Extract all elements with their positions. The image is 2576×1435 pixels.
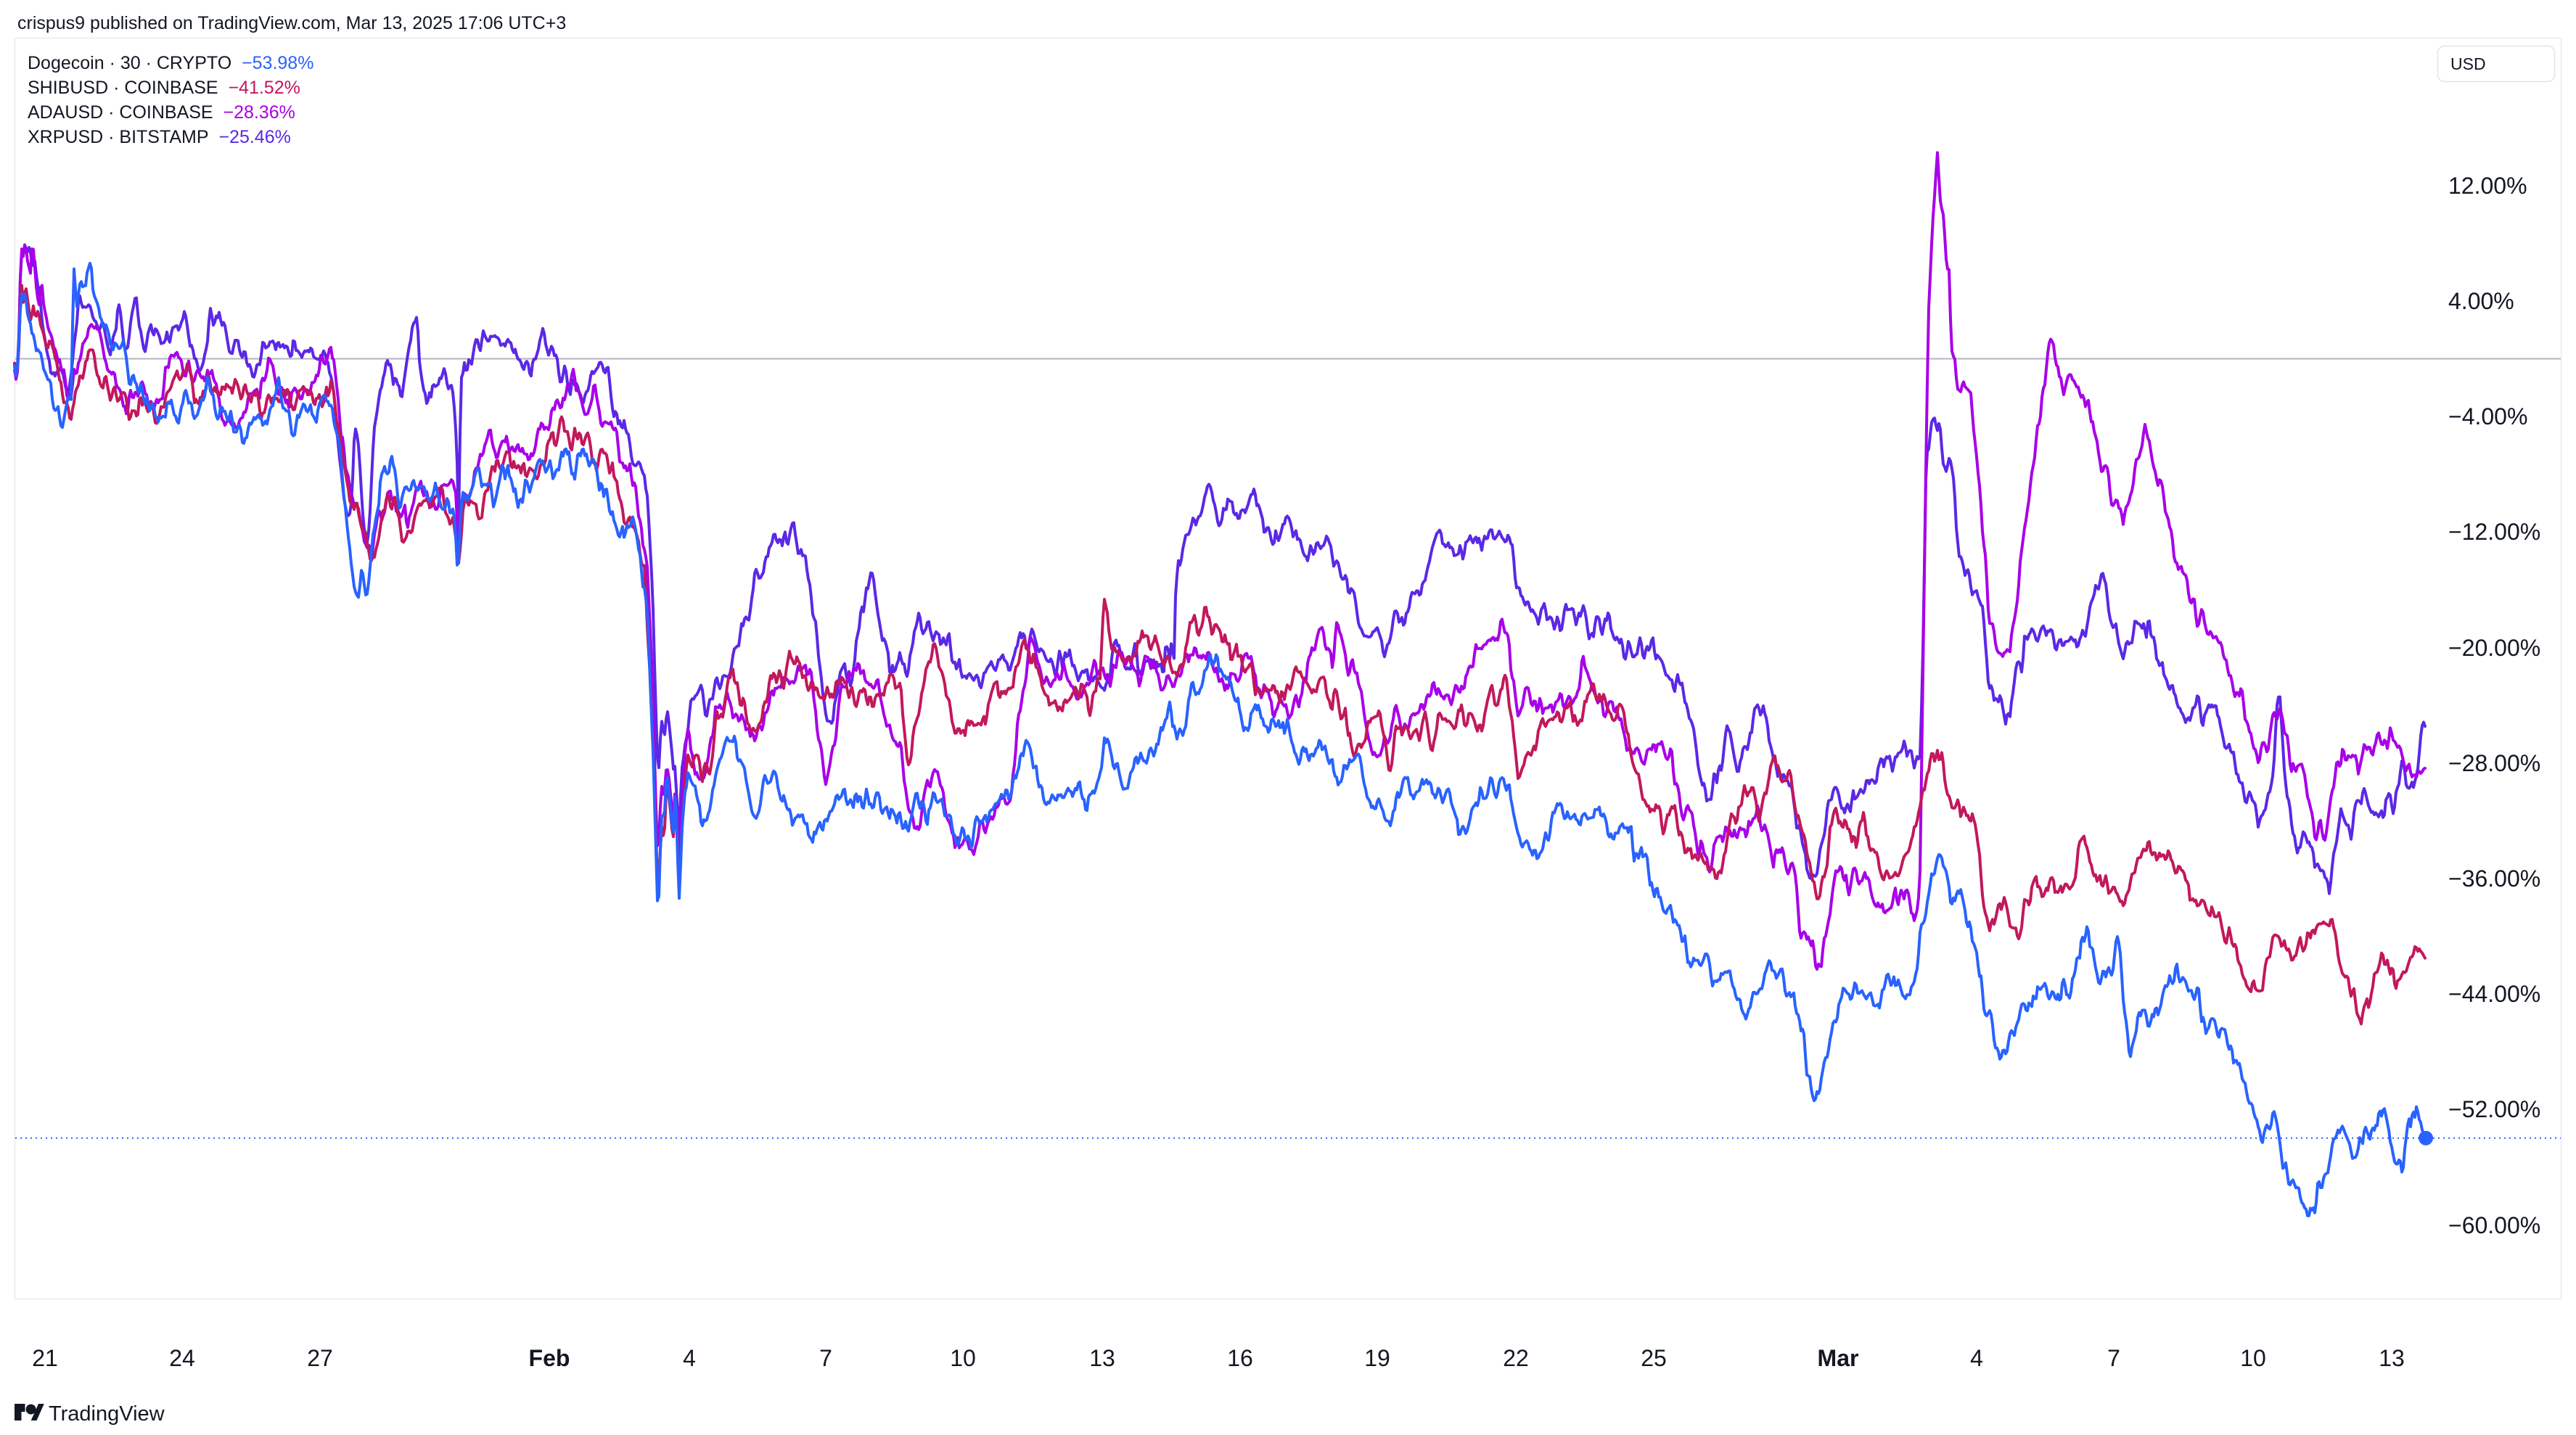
svg-text:16: 16 (1227, 1345, 1253, 1371)
svg-text:−60.00%: −60.00% (2448, 1212, 2540, 1238)
svg-text:−20.00%: −20.00% (2448, 635, 2540, 661)
svg-text:crispus9 published on TradingV: crispus9 published on TradingView.com, M… (17, 13, 566, 33)
svg-text:19: 19 (1364, 1345, 1390, 1371)
svg-text:−36.00%: −36.00% (2448, 865, 2540, 892)
svg-text:24: 24 (169, 1345, 195, 1371)
svg-text:−52.00%: −52.00% (2448, 1096, 2540, 1122)
svg-text:12.00%: 12.00% (2448, 173, 2527, 199)
svg-text:Dogecoin · 30 · CRYPTO −53.98: Dogecoin · 30 · CRYPTO −53.98% (28, 53, 313, 73)
svg-text:22: 22 (1503, 1345, 1529, 1371)
svg-text:27: 27 (307, 1345, 333, 1371)
svg-text:−44.00%: −44.00% (2448, 981, 2540, 1007)
svg-text:USD: USD (2450, 54, 2486, 73)
svg-text:ADAUSD · COINBASE −28.36%: ADAUSD · COINBASE −28.36% (28, 102, 295, 123)
svg-text:4.00%: 4.00% (2448, 288, 2514, 314)
svg-text:−4.00%: −4.00% (2448, 403, 2527, 429)
svg-text:Mar: Mar (1818, 1345, 1859, 1371)
svg-text:XRPUSD · BITSTAMP −25.46%: XRPUSD · BITSTAMP −25.46% (28, 127, 291, 147)
svg-text:Feb: Feb (529, 1345, 570, 1371)
svg-text:4: 4 (1970, 1345, 1983, 1371)
svg-text:25: 25 (1641, 1345, 1667, 1371)
svg-text:10: 10 (950, 1345, 976, 1371)
svg-text:TradingView: TradingView (49, 1402, 165, 1426)
svg-text:4: 4 (683, 1345, 696, 1371)
svg-text:−12.00%: −12.00% (2448, 519, 2540, 545)
svg-text:21: 21 (32, 1345, 58, 1371)
svg-text:SHIBUSD · COINBASE −41.52%: SHIBUSD · COINBASE −41.52% (28, 78, 300, 98)
svg-text:13: 13 (1089, 1345, 1115, 1371)
svg-text:−28.00%: −28.00% (2448, 750, 2540, 776)
svg-text:10: 10 (2240, 1345, 2266, 1371)
svg-text:7: 7 (819, 1345, 832, 1371)
svg-text:13: 13 (2379, 1345, 2405, 1371)
svg-text:7: 7 (2107, 1345, 2120, 1371)
